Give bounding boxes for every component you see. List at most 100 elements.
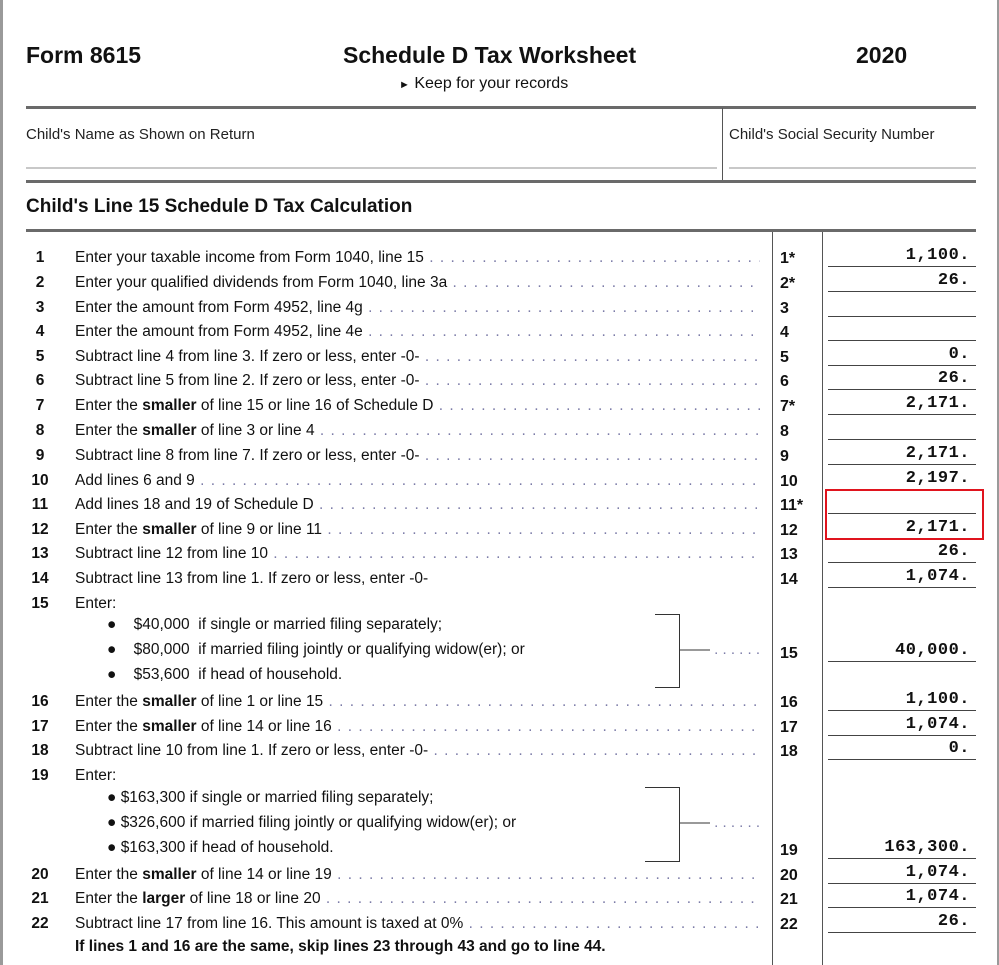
child-ssn-field[interactable]: [729, 167, 976, 169]
column-divider: [822, 232, 823, 965]
leader-dots: . . . . . . . . . . . . . . . . . . . . …: [337, 866, 760, 883]
line-value[interactable]: 26.: [937, 912, 970, 931]
desc-bold: smaller: [142, 693, 197, 710]
line-value[interactable]: 1,074.: [905, 715, 970, 734]
line-ref: 4: [780, 324, 789, 341]
line-description: Subtract line 5 from line 2. If zero or …: [75, 372, 760, 390]
line-number: 20: [31, 866, 49, 883]
line-description: Enter the smaller of line 14 or line 19 …: [75, 866, 760, 884]
option-text: $163,300 if head of household.: [120, 839, 334, 856]
value-underline: [828, 562, 976, 563]
option-text: $326,600 if married filing jointly or qu…: [120, 814, 517, 831]
leader-dots: . . . . . . . . . . . . . . . . . . . . …: [424, 372, 760, 389]
line-value[interactable]: 26.: [937, 369, 970, 388]
line-description: Enter the smaller of line 3 or line 4 . …: [75, 422, 760, 440]
line-19-option: ● $163,300 if head of household.: [107, 839, 334, 857]
desc-bold: smaller: [142, 718, 197, 735]
value-underline: [828, 932, 976, 933]
desc-bold: larger: [142, 890, 186, 907]
form-year: 2020: [856, 42, 908, 68]
leader-dots: . . . . . . . . . . . . . . . . . . . . …: [368, 323, 760, 340]
line-number: 12: [31, 521, 49, 538]
line-value[interactable]: 1,074.: [905, 863, 970, 882]
line-ref: 19: [780, 842, 798, 859]
line-1: 1 Enter your taxable income from Form 10…: [0, 246, 999, 270]
line-16: 16 Enter the smaller of line 1 or line 1…: [0, 690, 999, 714]
line-value[interactable]: 2,171.: [905, 444, 970, 463]
line-value[interactable]: 0.: [948, 739, 970, 758]
line-description: Enter the amount from Form 4952, line 4e…: [75, 323, 760, 341]
desc-text: Enter the: [75, 422, 143, 439]
line-value[interactable]: 163,300.: [884, 838, 970, 857]
line-number: 10: [31, 472, 49, 489]
line-number: 9: [35, 447, 45, 464]
line-value[interactable]: 2,197.: [905, 469, 970, 488]
desc-text: of line 1 or line 15: [196, 693, 324, 710]
line-value[interactable]: 26.: [937, 271, 970, 290]
value-underline: [828, 291, 976, 292]
line-15-option: ● $80,000 if married filing jointly or q…: [107, 641, 525, 659]
line-6: 6 Subtract line 5 from line 2. If zero o…: [0, 369, 999, 393]
line-ref: 18: [780, 743, 798, 760]
desc-text: Enter the: [75, 890, 143, 907]
line-value[interactable]: 2,171.: [905, 394, 970, 413]
leader-dots: . . . . . . . . . . . . . . . . . . . . …: [337, 718, 760, 735]
right-border: [997, 0, 999, 965]
line-number: 6: [35, 372, 45, 389]
line-18: 18 Subtract line 10 from line 1. If zero…: [0, 739, 999, 763]
value-underline: [828, 661, 976, 662]
line-15: 15 Enter:: [0, 592, 999, 616]
line-value[interactable]: 1,074.: [905, 567, 970, 586]
divider: [26, 106, 976, 109]
line-number: 8: [35, 422, 45, 439]
line-description: Add lines 6 and 9 . . . . . . . . . . . …: [75, 472, 760, 490]
line-description: Add lines 18 and 19 of Schedule D . . . …: [75, 496, 760, 514]
leader-dots: . . . . . . . . . . . . . . . . . . . . …: [452, 274, 761, 291]
desc-text: Enter the: [75, 693, 143, 710]
line-value[interactable]: 1,100.: [905, 246, 970, 265]
desc-text: Enter your taxable income from Form 1040…: [75, 249, 424, 266]
line-2: 2 Enter your qualified dividends from Fo…: [0, 271, 999, 295]
option-text: $163,300 if single or married filing sep…: [120, 789, 434, 806]
desc-text: Enter the: [75, 521, 143, 538]
line-value[interactable]: 1,074.: [905, 887, 970, 906]
line-number: 1: [35, 249, 45, 266]
line-value[interactable]: 26.: [937, 542, 970, 561]
value-underline: [828, 389, 976, 390]
skip-note: If lines 1 and 16 are the same, skip lin…: [75, 938, 606, 955]
line-21: 21 Enter the larger of line 18 or line 2…: [0, 887, 999, 911]
value-underline: [828, 710, 976, 711]
line-number: 11: [31, 496, 49, 513]
desc-text: of line 9 or line 11: [196, 521, 323, 538]
line-ref: 11*: [780, 497, 804, 514]
bullet-icon: ●: [107, 789, 117, 806]
line-description: Enter your taxable income from Form 1040…: [75, 249, 760, 267]
line-description: Subtract line 12 from line 10 . . . . . …: [75, 545, 760, 563]
line-3: 3 Enter the amount from Form 4952, line …: [0, 296, 999, 320]
value-underline: [828, 587, 976, 588]
line-ref: 14: [780, 571, 798, 588]
line-description: Subtract line 10 from line 1. If zero or…: [75, 742, 760, 760]
line-value[interactable]: 0.: [948, 345, 970, 364]
leader-dots: . . . . . . . . . . . . . . . . . . . . …: [424, 348, 760, 365]
line-ref: 17: [780, 719, 798, 736]
line-value[interactable]: 2,171.: [905, 518, 970, 537]
line-ref: 20: [780, 867, 798, 884]
leader-dots: . . . . . . . . . . . . . . . . . . . . …: [429, 249, 760, 266]
field-divider: [722, 108, 723, 182]
line-number: 14: [31, 570, 49, 587]
line-value[interactable]: 1,100.: [905, 690, 970, 709]
desc-text: Enter the: [75, 718, 143, 735]
line-ref: 3: [780, 300, 789, 317]
amount: $53,600: [133, 666, 190, 683]
leader-dots: . . . . . . . . . . . . . . . . . . . . …: [368, 299, 760, 316]
child-name-field[interactable]: [26, 167, 717, 169]
line-description: Subtract line 4 from line 3. If zero or …: [75, 348, 760, 366]
desc-text: Subtract line 5 from line 2. If zero or …: [75, 372, 420, 389]
line-4: 4 Enter the amount from Form 4952, line …: [0, 320, 999, 344]
line-value[interactable]: 40,000.: [895, 641, 970, 660]
leader-dots: . . . . . . . . . . . . . . . . . . . . …: [319, 496, 760, 513]
value-underline: [828, 464, 976, 465]
desc-text: Enter the amount from Form 4952, line 4e: [75, 323, 363, 340]
arrow-icon: ►: [399, 79, 410, 91]
